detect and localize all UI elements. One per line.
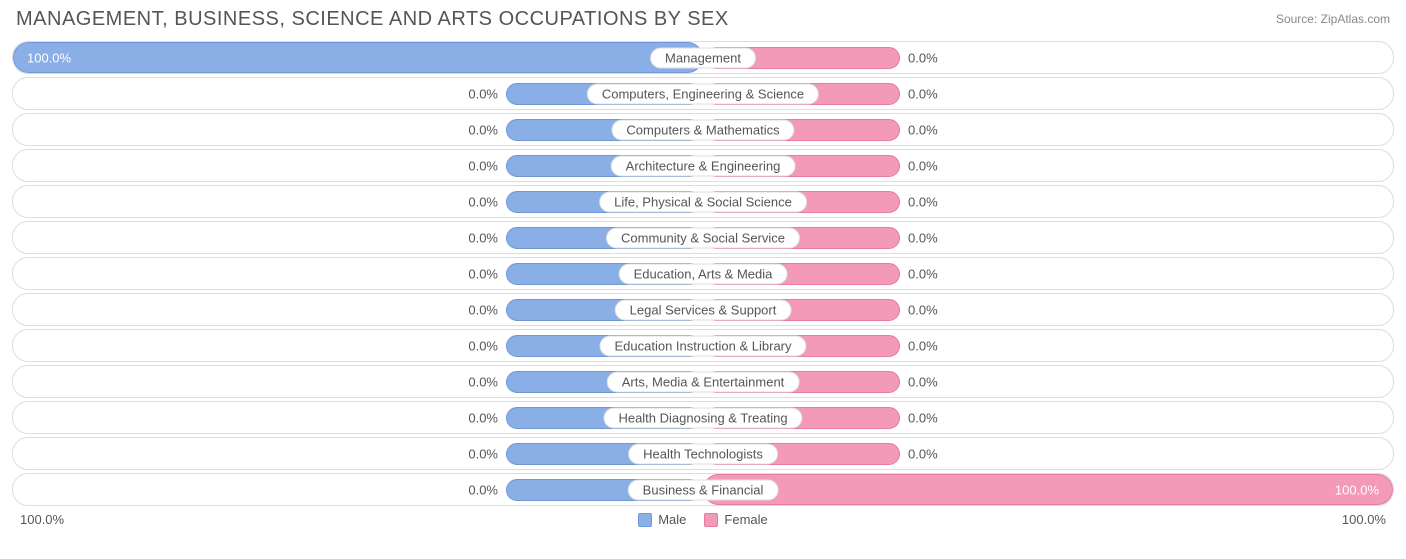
female-half: 0.0% <box>703 330 1393 361</box>
axis-left-label: 100.0% <box>20 512 64 527</box>
bar-row: 0.0% 0.0% Life, Physical & Social Science <box>12 185 1394 218</box>
female-pct-label: 0.0% <box>908 410 938 425</box>
male-half: 0.0% <box>13 402 703 433</box>
male-bar <box>13 42 703 73</box>
female-pct-label: 0.0% <box>908 158 938 173</box>
female-pct-label: 0.0% <box>908 446 938 461</box>
chart-title: MANAGEMENT, BUSINESS, SCIENCE AND ARTS O… <box>16 8 729 31</box>
female-half: 0.0% <box>703 258 1393 289</box>
category-pill: Education, Arts & Media <box>619 263 788 284</box>
female-bar <box>703 474 1393 505</box>
female-half: 0.0% <box>703 114 1393 145</box>
bar-row: 0.0% 0.0% Community & Social Service <box>12 221 1394 254</box>
bar-row: 0.0% 0.0% Architecture & Engineering <box>12 149 1394 182</box>
male-half: 0.0% <box>13 366 703 397</box>
legend-female-label: Female <box>724 512 767 527</box>
male-pct-label: 0.0% <box>468 374 498 389</box>
bar-row: 0.0% 0.0% Education, Arts & Media <box>12 257 1394 290</box>
bar-row: 100.0% 0.0% Management <box>12 41 1394 74</box>
female-pct-label: 0.0% <box>908 230 938 245</box>
female-pct-label: 0.0% <box>908 194 938 209</box>
male-half: 0.0% <box>13 114 703 145</box>
bar-row: 0.0% 0.0% Computers & Mathematics <box>12 113 1394 146</box>
category-pill: Health Technologists <box>628 443 778 464</box>
male-pct-label: 0.0% <box>468 122 498 137</box>
male-pct-label: 0.0% <box>468 446 498 461</box>
female-pct-label: 0.0% <box>908 50 938 65</box>
category-pill: Architecture & Engineering <box>611 155 796 176</box>
legend-male-label: Male <box>658 512 686 527</box>
female-half: 0.0% <box>703 366 1393 397</box>
chart-header: MANAGEMENT, BUSINESS, SCIENCE AND ARTS O… <box>12 8 1394 31</box>
male-pct-label: 0.0% <box>468 158 498 173</box>
female-half: 0.0% <box>703 222 1393 253</box>
category-pill: Community & Social Service <box>606 227 800 248</box>
bar-row: 0.0% 0.0% Arts, Media & Entertainment <box>12 365 1394 398</box>
chart-legend: Male Female <box>638 512 768 527</box>
male-half: 0.0% <box>13 474 703 505</box>
male-pct-label: 100.0% <box>27 50 71 65</box>
category-pill: Education Instruction & Library <box>599 335 806 356</box>
chart-source: Source: ZipAtlas.com <box>1276 8 1390 26</box>
bar-row: 0.0% 100.0% Business & Financial <box>12 473 1394 506</box>
category-pill: Health Diagnosing & Treating <box>603 407 802 428</box>
legend-female: Female <box>704 512 767 527</box>
male-pct-label: 0.0% <box>468 194 498 209</box>
female-pct-label: 0.0% <box>908 266 938 281</box>
female-pct-label: 0.0% <box>908 86 938 101</box>
category-pill: Legal Services & Support <box>615 299 792 320</box>
male-pct-label: 0.0% <box>468 266 498 281</box>
female-half: 100.0% <box>703 474 1393 505</box>
male-pct-label: 0.0% <box>468 86 498 101</box>
male-half: 0.0% <box>13 222 703 253</box>
category-pill: Business & Financial <box>628 479 779 500</box>
male-half: 0.0% <box>13 294 703 325</box>
chart-rows: 100.0% 0.0% Management 0.0% 0.0% Computers, E… <box>12 41 1394 506</box>
axis-right-label: 100.0% <box>1342 512 1386 527</box>
male-pct-label: 0.0% <box>468 410 498 425</box>
female-pct-label: 0.0% <box>908 374 938 389</box>
male-half: 100.0% <box>13 42 703 73</box>
category-pill: Computers & Mathematics <box>611 119 794 140</box>
bar-row: 0.0% 0.0% Legal Services & Support <box>12 293 1394 326</box>
bar-row: 0.0% 0.0% Education Instruction & Library <box>12 329 1394 362</box>
legend-male: Male <box>638 512 686 527</box>
occupations-by-sex-chart: MANAGEMENT, BUSINESS, SCIENCE AND ARTS O… <box>0 0 1406 559</box>
male-pct-label: 0.0% <box>468 230 498 245</box>
female-half: 0.0% <box>703 42 1393 73</box>
bar-row: 0.0% 0.0% Health Technologists <box>12 437 1394 470</box>
male-swatch-icon <box>638 513 652 527</box>
category-pill: Life, Physical & Social Science <box>599 191 807 212</box>
female-pct-label: 100.0% <box>1335 482 1379 497</box>
female-pct-label: 0.0% <box>908 338 938 353</box>
category-pill: Arts, Media & Entertainment <box>607 371 800 392</box>
bar-row: 0.0% 0.0% Health Diagnosing & Treating <box>12 401 1394 434</box>
category-pill: Computers, Engineering & Science <box>587 83 819 104</box>
male-pct-label: 0.0% <box>468 482 498 497</box>
chart-footer: 100.0% Male Female 100.0% <box>12 506 1394 527</box>
male-half: 0.0% <box>13 438 703 469</box>
category-pill: Management <box>650 47 756 68</box>
bar-row: 0.0% 0.0% Computers, Engineering & Science <box>12 77 1394 110</box>
male-half: 0.0% <box>13 258 703 289</box>
female-half: 0.0% <box>703 402 1393 433</box>
male-pct-label: 0.0% <box>468 302 498 317</box>
male-half: 0.0% <box>13 150 703 181</box>
male-pct-label: 0.0% <box>468 338 498 353</box>
female-pct-label: 0.0% <box>908 122 938 137</box>
female-half: 0.0% <box>703 438 1393 469</box>
female-swatch-icon <box>704 513 718 527</box>
female-half: 0.0% <box>703 294 1393 325</box>
female-half: 0.0% <box>703 150 1393 181</box>
female-pct-label: 0.0% <box>908 302 938 317</box>
